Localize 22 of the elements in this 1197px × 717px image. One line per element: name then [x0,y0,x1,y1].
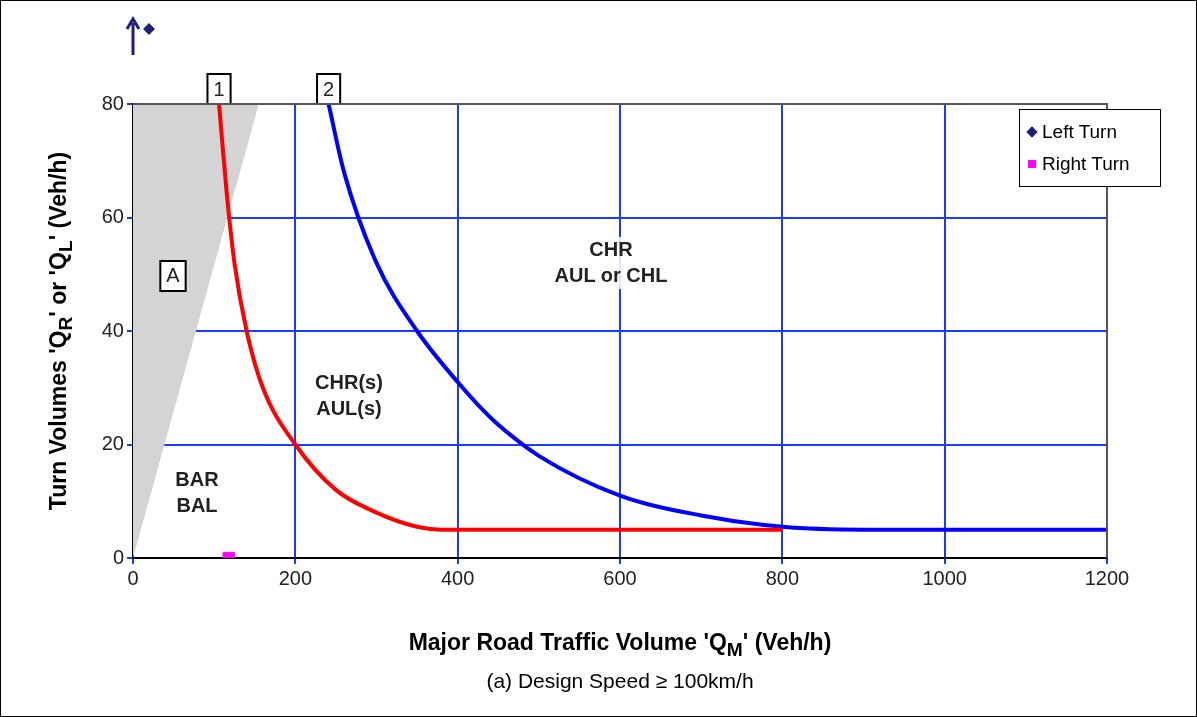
y-tick-label: 20 [101,432,124,455]
x-tick-label: 400 [440,566,475,589]
annotation: 2 [323,77,335,100]
x-tick-label: 1200 [1084,566,1130,589]
annotation: CHR(s) AUL(s) [315,370,383,419]
annotation: A [166,263,181,286]
y-tick-label: 0 [112,545,124,568]
annotation: 1 [213,77,225,100]
x-tick-label: 200 [278,566,313,589]
legend-label: Right Turn [1041,152,1131,176]
y-tick-label: 40 [101,318,124,341]
text: (a) Design Speed ≥ 100km/h [485,669,755,693]
annotation: BAR BAL [175,467,220,516]
x-tick-label: 600 [603,566,637,589]
y-tick-label: 60 [101,205,124,228]
legend-label: Left Turn [1041,120,1118,144]
x-tick-label: 1000 [922,566,967,589]
x-tick-label: 800 [765,566,800,589]
x-tick-label: 0 [127,566,139,589]
annotation: CHR AUL or CHL [554,237,668,286]
x-axis-title: Major Road Traffic Volume 'Q$_{M}$' (Veh/h) [407,629,833,661]
y-tick-label: 80 [101,91,124,114]
